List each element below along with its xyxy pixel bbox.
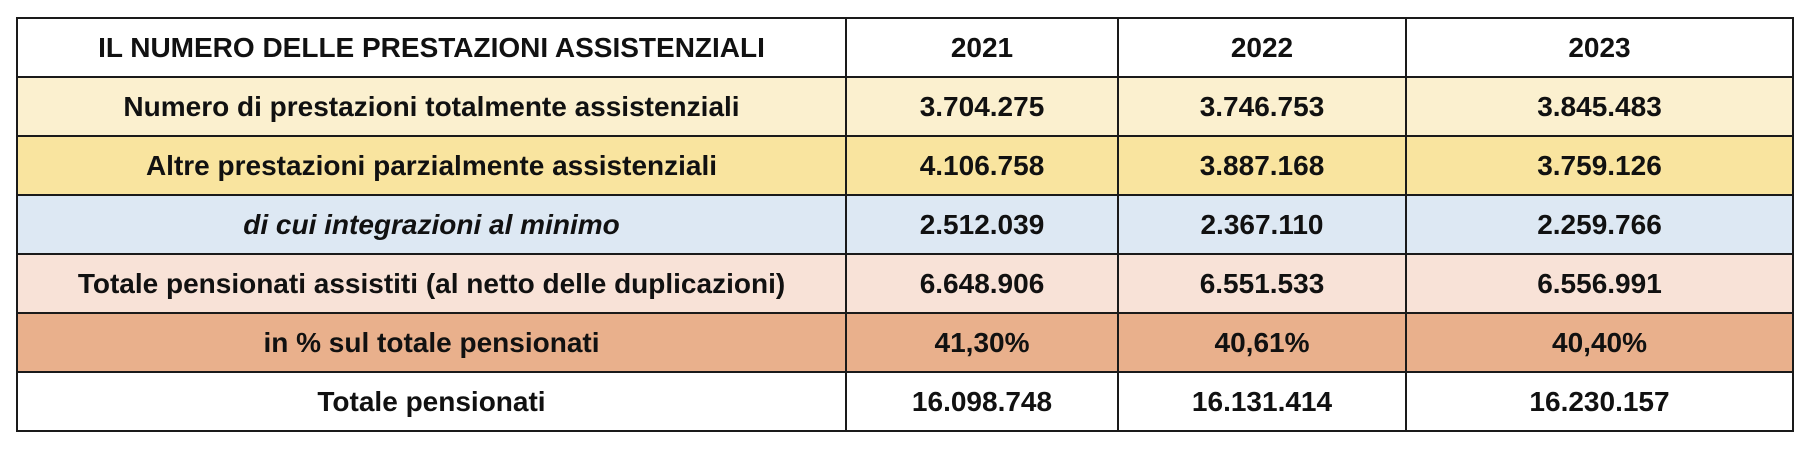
row-value-2021: 41,30%	[845, 312, 1119, 373]
row-label: Totale pensionati assistiti (al netto de…	[16, 253, 847, 314]
table-row: Numero di prestazioni totalmente assiste…	[16, 76, 1794, 137]
row-label: Numero di prestazioni totalmente assiste…	[16, 76, 847, 137]
row-value-2023: 2.259.766	[1405, 194, 1794, 255]
row-value-2022: 2.367.110	[1117, 194, 1407, 255]
year-header-2021: 2021	[845, 17, 1119, 78]
table-row: Altre prestazioni parzialmente assistenz…	[16, 135, 1794, 196]
table-row: di cui integrazioni al minimo 2.512.039 …	[16, 194, 1794, 255]
row-label: Totale pensionati	[16, 371, 847, 432]
row-label: di cui integrazioni al minimo	[16, 194, 847, 255]
data-table-container: IL NUMERO DELLE PRESTAZIONI ASSISTENZIAL…	[16, 17, 1794, 432]
row-value-2023: 16.230.157	[1405, 371, 1794, 432]
row-value-2022: 3.887.168	[1117, 135, 1407, 196]
table-row: Totale pensionati assistiti (al netto de…	[16, 253, 1794, 314]
row-value-2022: 6.551.533	[1117, 253, 1407, 314]
table-row: in % sul totale pensionati 41,30% 40,61%…	[16, 312, 1794, 373]
benefits-table: IL NUMERO DELLE PRESTAZIONI ASSISTENZIAL…	[16, 17, 1794, 432]
year-header-2023: 2023	[1405, 17, 1794, 78]
row-value-2021: 4.106.758	[845, 135, 1119, 196]
table-header-row: IL NUMERO DELLE PRESTAZIONI ASSISTENZIAL…	[16, 17, 1794, 78]
row-value-2021: 2.512.039	[845, 194, 1119, 255]
table-row: Totale pensionati 16.098.748 16.131.414 …	[16, 371, 1794, 432]
row-value-2022: 3.746.753	[1117, 76, 1407, 137]
row-value-2023: 3.759.126	[1405, 135, 1794, 196]
row-value-2021: 3.704.275	[845, 76, 1119, 137]
row-value-2021: 6.648.906	[845, 253, 1119, 314]
year-header-2022: 2022	[1117, 17, 1407, 78]
row-value-2022: 16.131.414	[1117, 371, 1407, 432]
row-value-2023: 6.556.991	[1405, 253, 1794, 314]
row-label: Altre prestazioni parzialmente assistenz…	[16, 135, 847, 196]
row-value-2023: 3.845.483	[1405, 76, 1794, 137]
row-value-2023: 40,40%	[1405, 312, 1794, 373]
table-title-cell: IL NUMERO DELLE PRESTAZIONI ASSISTENZIAL…	[16, 17, 847, 78]
row-value-2021: 16.098.748	[845, 371, 1119, 432]
row-label: in % sul totale pensionati	[16, 312, 847, 373]
row-value-2022: 40,61%	[1117, 312, 1407, 373]
